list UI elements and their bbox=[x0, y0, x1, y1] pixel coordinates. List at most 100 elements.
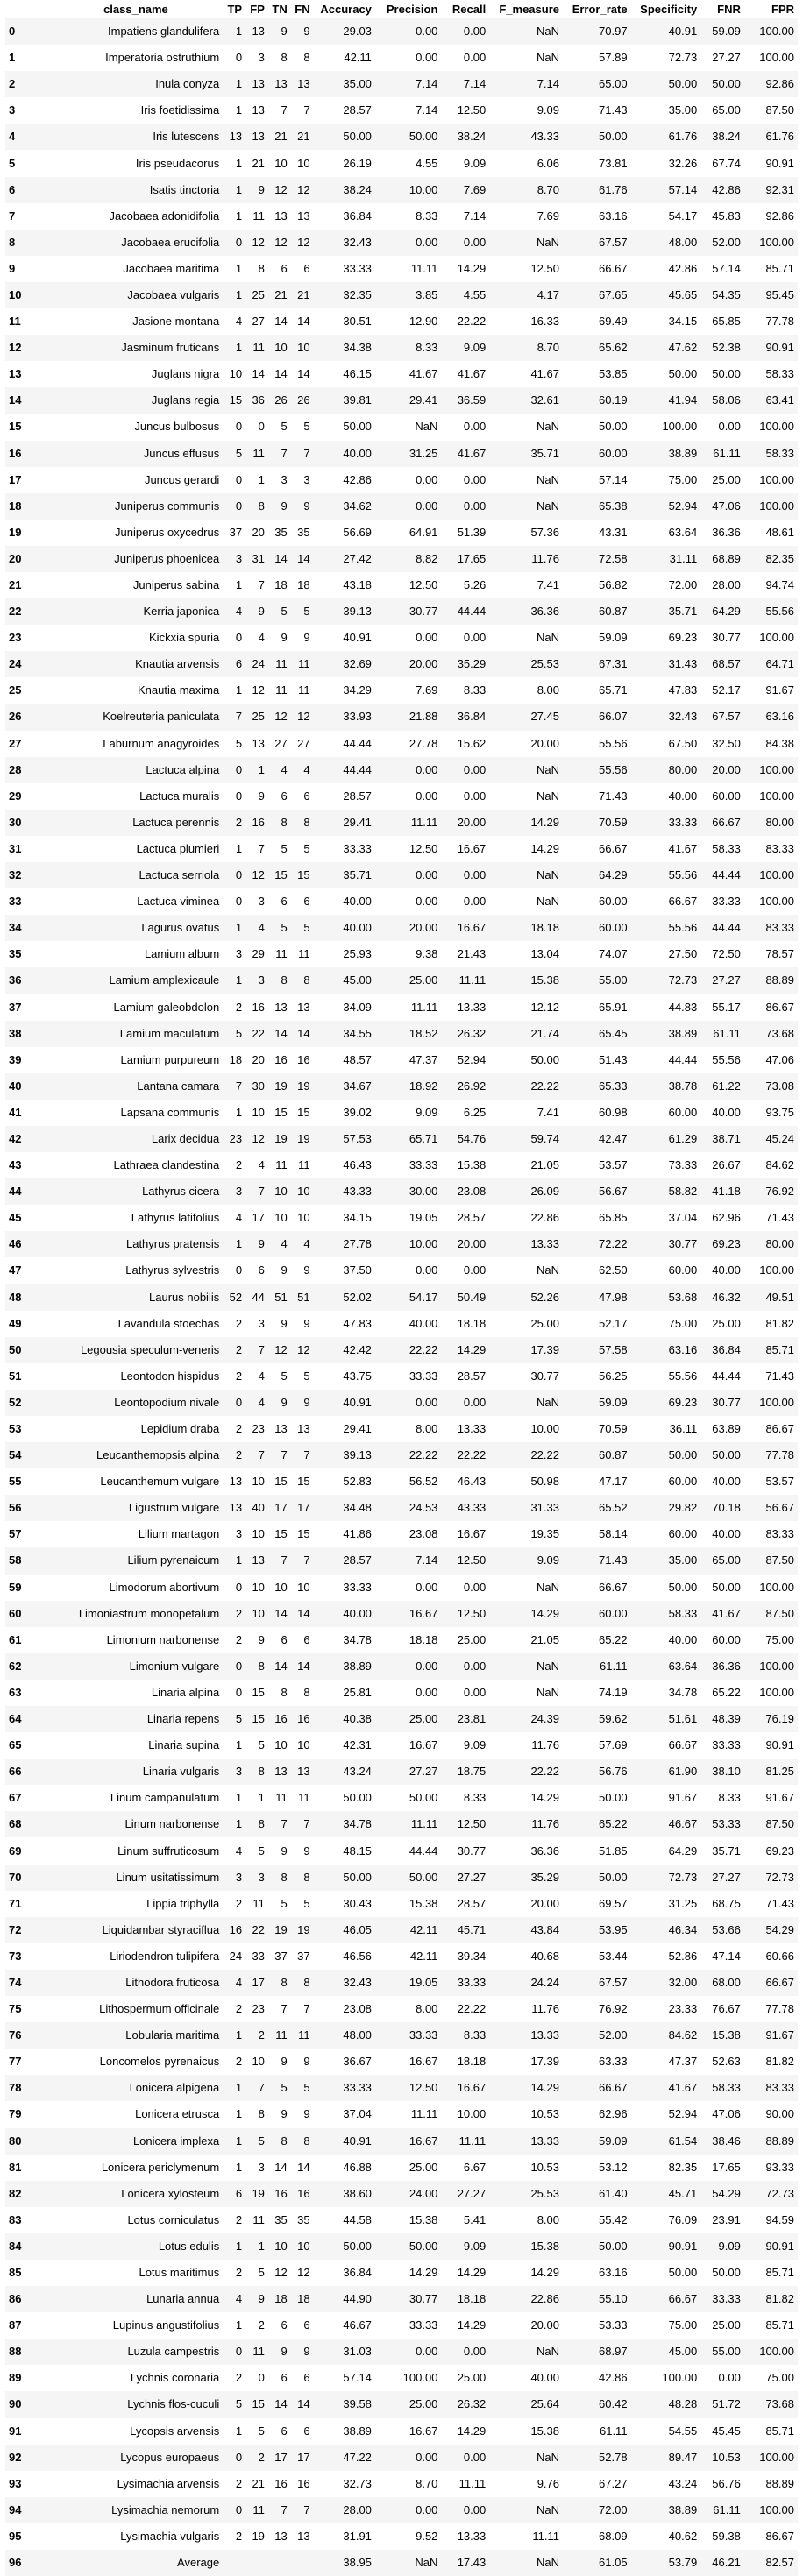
cell-fpr: 91.67 bbox=[744, 1785, 798, 1811]
cell-recall: 23.08 bbox=[441, 1178, 489, 1205]
cell-class-name: Laurus nobilis bbox=[49, 1284, 224, 1311]
cell-fp: 4 bbox=[245, 625, 268, 651]
cell-class-name: Lycopsis arvensis bbox=[49, 2418, 224, 2445]
cell-tn: 15 bbox=[268, 1521, 291, 1547]
cell-fpr: 83.33 bbox=[744, 2075, 798, 2101]
cell-recall: 9.09 bbox=[441, 1732, 489, 1759]
cell-fpr: 88.89 bbox=[744, 967, 798, 994]
cell-error-rate: 55.56 bbox=[563, 731, 631, 757]
cell-fnr: 36.84 bbox=[700, 1337, 744, 1363]
cell-recall: 14.29 bbox=[441, 2260, 489, 2286]
cell-fnr: 36.36 bbox=[700, 1653, 744, 1680]
cell-specificity: 69.23 bbox=[631, 625, 701, 651]
cell-tp: 2 bbox=[223, 994, 245, 1020]
cell-precision: 20.00 bbox=[375, 651, 442, 677]
cell-fn: 4 bbox=[291, 757, 314, 783]
cell-fp: 8 bbox=[245, 1653, 268, 1680]
cell-f-measure: 8.70 bbox=[489, 335, 563, 361]
cell-tn: 51 bbox=[268, 1284, 291, 1311]
cell-recall: 20.00 bbox=[441, 1231, 489, 1257]
cell-accuracy: 48.00 bbox=[314, 2022, 375, 2049]
cell-specificity: 52.94 bbox=[631, 2101, 701, 2127]
row-index: 80 bbox=[5, 2128, 49, 2155]
cell-accuracy: 46.15 bbox=[314, 361, 375, 387]
cell-recall: 12.50 bbox=[441, 1547, 489, 1574]
cell-accuracy: 29.03 bbox=[314, 18, 375, 46]
cell-precision: 25.00 bbox=[375, 967, 442, 994]
cell-fnr: 68.57 bbox=[700, 651, 744, 677]
cell-fp: 9 bbox=[245, 1627, 268, 1653]
row-index: 79 bbox=[5, 2101, 49, 2127]
cell-fpr: 77.78 bbox=[744, 1442, 798, 1468]
cell-class-name: Leontopodium nivale bbox=[49, 1390, 224, 1416]
cell-f-measure: 12.50 bbox=[489, 256, 563, 282]
cell-fp: 15 bbox=[245, 2391, 268, 2417]
cell-recall: 13.33 bbox=[441, 1416, 489, 1442]
cell-fp: 5 bbox=[245, 1837, 268, 1864]
cell-precision: 33.33 bbox=[375, 2312, 442, 2339]
cell-fnr: 66.67 bbox=[700, 810, 744, 836]
cell-fp: 13 bbox=[245, 731, 268, 757]
cell-precision: 12.50 bbox=[375, 836, 442, 862]
cell-fnr: 52.38 bbox=[700, 335, 744, 361]
cell-fp: 36 bbox=[245, 387, 268, 414]
cell-f-measure: 17.39 bbox=[489, 1337, 563, 1363]
cell-tp: 1 bbox=[223, 335, 245, 361]
row-index: 37 bbox=[5, 994, 49, 1020]
cell-fn: 9 bbox=[291, 1837, 314, 1864]
cell-fn: 11 bbox=[291, 2022, 314, 2049]
cell-precision: 0.00 bbox=[375, 493, 442, 520]
cell-tn: 8 bbox=[268, 1865, 291, 1891]
cell-accuracy: 42.31 bbox=[314, 1732, 375, 1759]
cell-fn: 10 bbox=[291, 1575, 314, 1601]
cell-f-measure: 57.36 bbox=[489, 520, 563, 546]
cell-fp: 15 bbox=[245, 1680, 268, 1706]
cell-class-name: Koelreuteria paniculata bbox=[49, 704, 224, 730]
cell-fpr: 83.33 bbox=[744, 915, 798, 941]
cell-class-name: Juniperus phoenicea bbox=[49, 546, 224, 572]
cell-accuracy: 44.44 bbox=[314, 731, 375, 757]
cell-fp: 7 bbox=[245, 1178, 268, 1205]
cell-fp: 11 bbox=[245, 2497, 268, 2523]
column-header-fp: FP bbox=[245, 2, 268, 18]
cell-tn: 7 bbox=[268, 2497, 291, 2523]
cell-class-name: Limonium narbonense bbox=[49, 1627, 224, 1653]
row-index: 3 bbox=[5, 97, 49, 124]
cell-fp: 7 bbox=[245, 572, 268, 598]
cell-fp: 4 bbox=[245, 1152, 268, 1178]
row-index: 88 bbox=[5, 2339, 49, 2365]
cell-specificity: 43.24 bbox=[631, 2471, 701, 2497]
cell-f-measure: 8.00 bbox=[489, 677, 563, 704]
cell-fn: 12 bbox=[291, 230, 314, 256]
cell-recall: 14.29 bbox=[441, 256, 489, 282]
cell-precision: 31.25 bbox=[375, 441, 442, 467]
cell-fp: 19 bbox=[245, 2181, 268, 2207]
cell-error-rate: 59.09 bbox=[563, 1390, 631, 1416]
cell-class-name: Knautia arvensis bbox=[49, 651, 224, 677]
cell-fnr: 45.83 bbox=[700, 203, 744, 230]
cell-fn: 9 bbox=[291, 1390, 314, 1416]
cell-fpr: 85.71 bbox=[744, 1337, 798, 1363]
cell-fn: 14 bbox=[291, 1021, 314, 1047]
cell-fnr: 47.14 bbox=[700, 1943, 744, 1970]
cell-specificity: 45.65 bbox=[631, 282, 701, 308]
cell-fn: 10 bbox=[291, 335, 314, 361]
cell-precision: 12.90 bbox=[375, 308, 442, 335]
cell-class-name: Lysimachia arvensis bbox=[49, 2471, 224, 2497]
cell-fnr: 53.33 bbox=[700, 1811, 744, 1837]
row-index: 55 bbox=[5, 1468, 49, 1495]
cell-accuracy: 46.05 bbox=[314, 1917, 375, 1943]
cell-error-rate: 52.78 bbox=[563, 2445, 631, 2471]
cell-specificity: 90.91 bbox=[631, 2233, 701, 2260]
cell-recall: 33.33 bbox=[441, 1970, 489, 1996]
cell-error-rate: 69.49 bbox=[563, 308, 631, 335]
cell-recall: 39.34 bbox=[441, 1943, 489, 1970]
